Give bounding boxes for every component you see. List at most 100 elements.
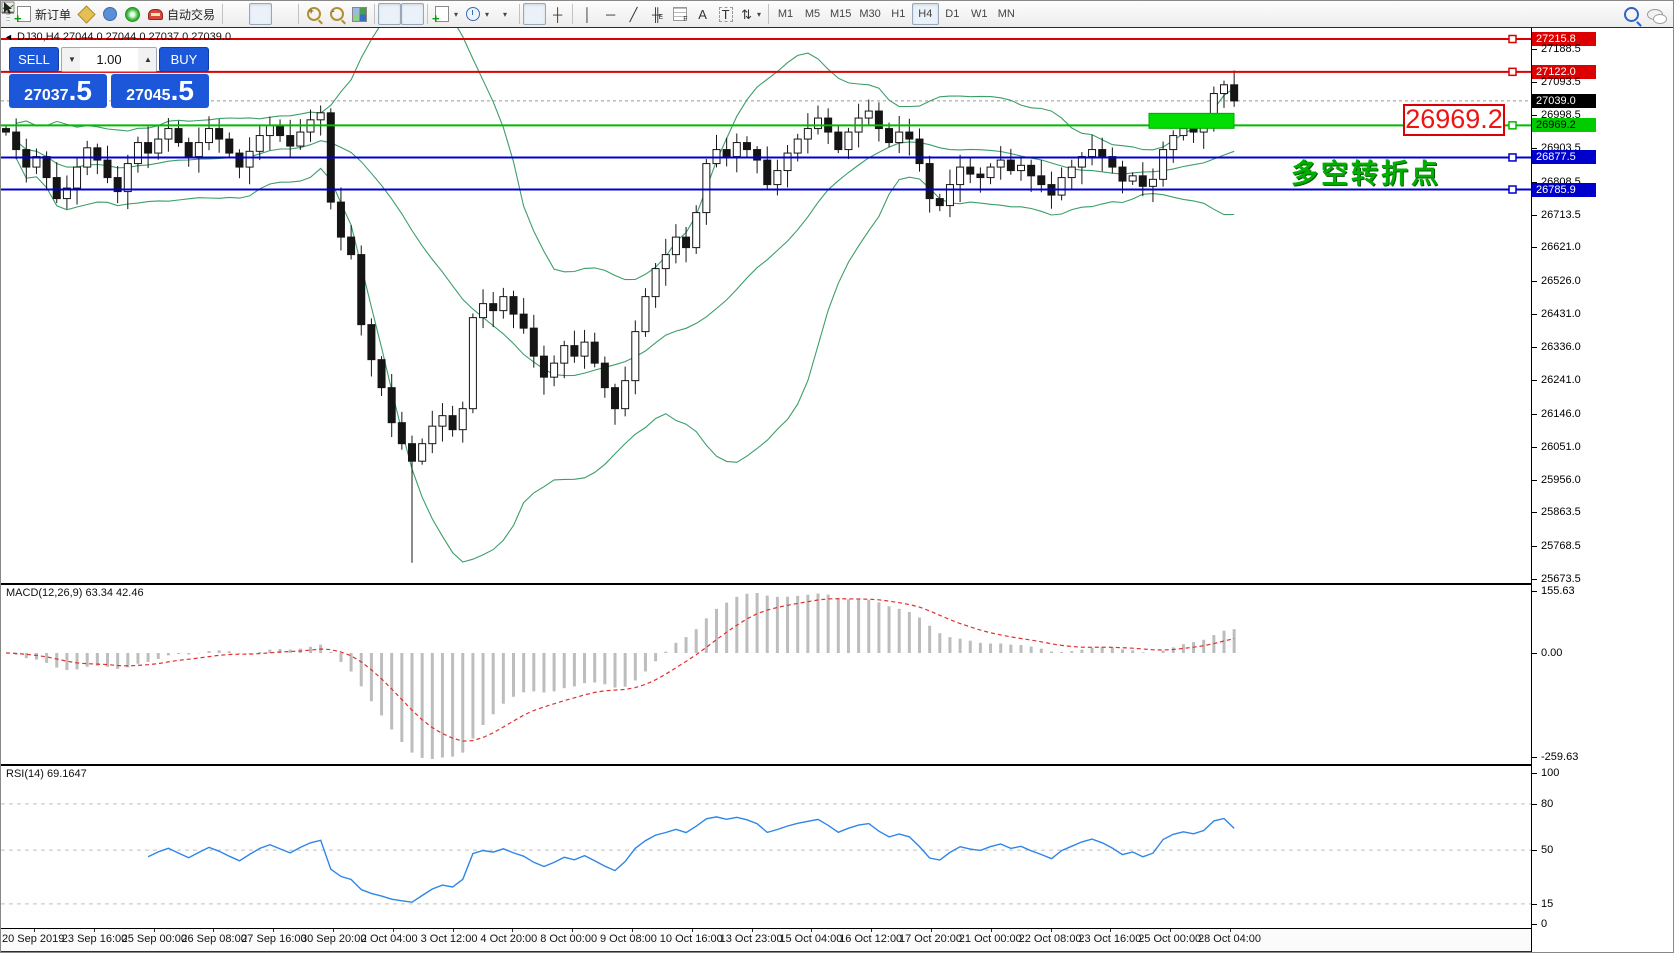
rsi-axis-label: 0 <box>1541 918 1548 930</box>
eraser-button[interactable] <box>75 3 98 25</box>
candle-body <box>428 425 437 445</box>
timeframe-m5[interactable]: M5 <box>804 8 821 20</box>
candle-body <box>702 163 711 214</box>
toolbar-grip[interactable] <box>6 5 10 23</box>
time-axis-label: 15 Oct 04:00 <box>779 933 843 945</box>
candle-body <box>550 362 559 378</box>
candle-body <box>1118 166 1127 182</box>
level-line-handle[interactable] <box>1508 185 1517 194</box>
price-axis-label: 26713.5 <box>1541 208 1581 221</box>
candle-body <box>986 166 995 179</box>
sell-price-display[interactable]: 27037.5 <box>9 74 107 108</box>
search-button[interactable] <box>1620 3 1643 25</box>
candle-body <box>73 166 82 189</box>
time-tick-mark <box>333 929 334 932</box>
rsi-label: RSI(14) 69.1647 <box>6 768 87 780</box>
trendline-tool[interactable]: ╱ <box>622 3 645 25</box>
volume-input[interactable] <box>80 48 138 71</box>
profile-button[interactable] <box>98 3 121 25</box>
candle-body <box>418 443 427 462</box>
axis-tick-mark <box>1532 413 1537 415</box>
volume-increase-button[interactable]: ▲ <box>138 48 156 71</box>
buy-price-display[interactable]: 27045.5 <box>111 74 209 108</box>
arrows-tool[interactable]: ⇅ <box>737 3 765 25</box>
candle-body <box>661 254 670 270</box>
timeframe-h1[interactable]: H1 <box>891 8 906 20</box>
new-order-button[interactable]: 新订单 <box>13 3 75 26</box>
volume-decrease-button[interactable]: ▼ <box>62 48 80 71</box>
rsi-canvas[interactable] <box>1 766 1531 928</box>
candle-body <box>184 142 193 158</box>
axis-tick-mark <box>1532 757 1537 758</box>
timeframe-w1[interactable]: W1 <box>971 8 988 20</box>
timeframe-m30[interactable]: M30 <box>859 8 881 20</box>
time-tick-mark <box>632 929 633 932</box>
tile-windows-icon <box>352 6 368 22</box>
level-line-handle[interactable] <box>1508 153 1517 162</box>
sell-button[interactable]: SELL <box>9 47 59 72</box>
axis-tick-mark <box>1532 446 1537 448</box>
time-tick-mark <box>153 929 155 932</box>
time-tick-mark <box>1230 929 1231 932</box>
axis-tick-mark <box>1532 579 1537 580</box>
signal-button[interactable] <box>121 3 144 25</box>
price-chart-canvas[interactable] <box>1 28 1531 583</box>
axis-tick-mark <box>1532 904 1537 905</box>
buy-button[interactable]: BUY <box>159 47 209 72</box>
level-line-handle[interactable] <box>1508 67 1517 77</box>
indicators-menu-button[interactable] <box>431 3 462 26</box>
main-chart-panel: ◄ DJ30,H4 27044.0 27044.0 27037.0 27039.… <box>1 28 1531 585</box>
highlight-zone-rect[interactable] <box>1148 112 1235 129</box>
bar-chart-button[interactable] <box>1 3 249 25</box>
vertical-line-tool[interactable]: │ <box>576 3 599 25</box>
price-axis-label: 26241.0 <box>1541 374 1581 387</box>
price-annotation-box[interactable]: 26969.2 <box>1403 104 1505 136</box>
candle-body <box>905 131 914 140</box>
auto-trading-label: 自动交易 <box>167 7 216 22</box>
turning-point-annotation[interactable]: 多空转折点 <box>1291 159 1441 189</box>
candle-body <box>62 187 71 200</box>
axis-tick-mark <box>1532 380 1537 382</box>
eraser-icon <box>77 4 96 24</box>
macd-canvas[interactable] <box>1 585 1531 764</box>
time-axis[interactable]: 20 Sep 2019 23 Sep 16:00 25 Sep 00:00 26 Se… <box>1 929 1531 952</box>
timeframe-h4[interactable]: H4 <box>911 3 939 25</box>
chat-button[interactable] <box>1643 3 1667 25</box>
candle-body <box>42 156 51 179</box>
timeframe-mn[interactable]: MN <box>997 8 1015 20</box>
periods-menu-button[interactable] <box>462 3 493 25</box>
candle-body <box>387 387 396 424</box>
line-chart-button[interactable] <box>1 3 295 25</box>
zoom-in-button[interactable]: + <box>302 3 325 25</box>
chat-icon <box>1647 8 1667 24</box>
level-line-handle[interactable] <box>1508 121 1517 130</box>
timeframe-m15[interactable]: M15 <box>829 8 852 20</box>
templates-menu-button[interactable] <box>1 1 516 25</box>
candle-body <box>682 236 691 249</box>
zoom-out-button[interactable]: - <box>325 3 348 25</box>
crosshair-tool-button[interactable]: ┼ <box>546 3 569 25</box>
new-order-label: 新订单 <box>35 7 72 22</box>
time-axis-label: 28 Oct 04:00 <box>1198 933 1261 945</box>
equidistant-channel-tool[interactable]: ╫ E <box>645 3 668 25</box>
axis-tick-mark <box>1532 545 1537 547</box>
cursor-tool-button[interactable] <box>4 2 547 25</box>
level-line-handle[interactable] <box>1508 34 1517 44</box>
auto-scroll-button[interactable] <box>1 3 402 25</box>
text-tool[interactable]: A <box>691 3 714 25</box>
fibonacci-tool[interactable]: F <box>668 3 691 25</box>
timeframe-d1[interactable]: D1 <box>945 8 960 20</box>
candle-body <box>12 131 21 151</box>
candle-body <box>245 150 254 168</box>
candle-body <box>590 341 599 364</box>
auto-trading-button[interactable]: 自动交易 <box>144 3 219 25</box>
chart-shift-button[interactable] <box>1 3 425 25</box>
text-label-tool[interactable]: T <box>714 3 737 25</box>
tile-windows-button[interactable] <box>348 3 371 25</box>
price-axis-label: 26146.0 <box>1541 407 1581 420</box>
time-axis-label: 25 Oct 00:00 <box>1138 933 1202 945</box>
candlestick-chart-button[interactable] <box>1 3 273 25</box>
timeframe-m1[interactable]: M1 <box>777 8 794 20</box>
candle-body <box>529 327 538 357</box>
horizontal-line-tool[interactable]: ─ <box>599 3 622 25</box>
